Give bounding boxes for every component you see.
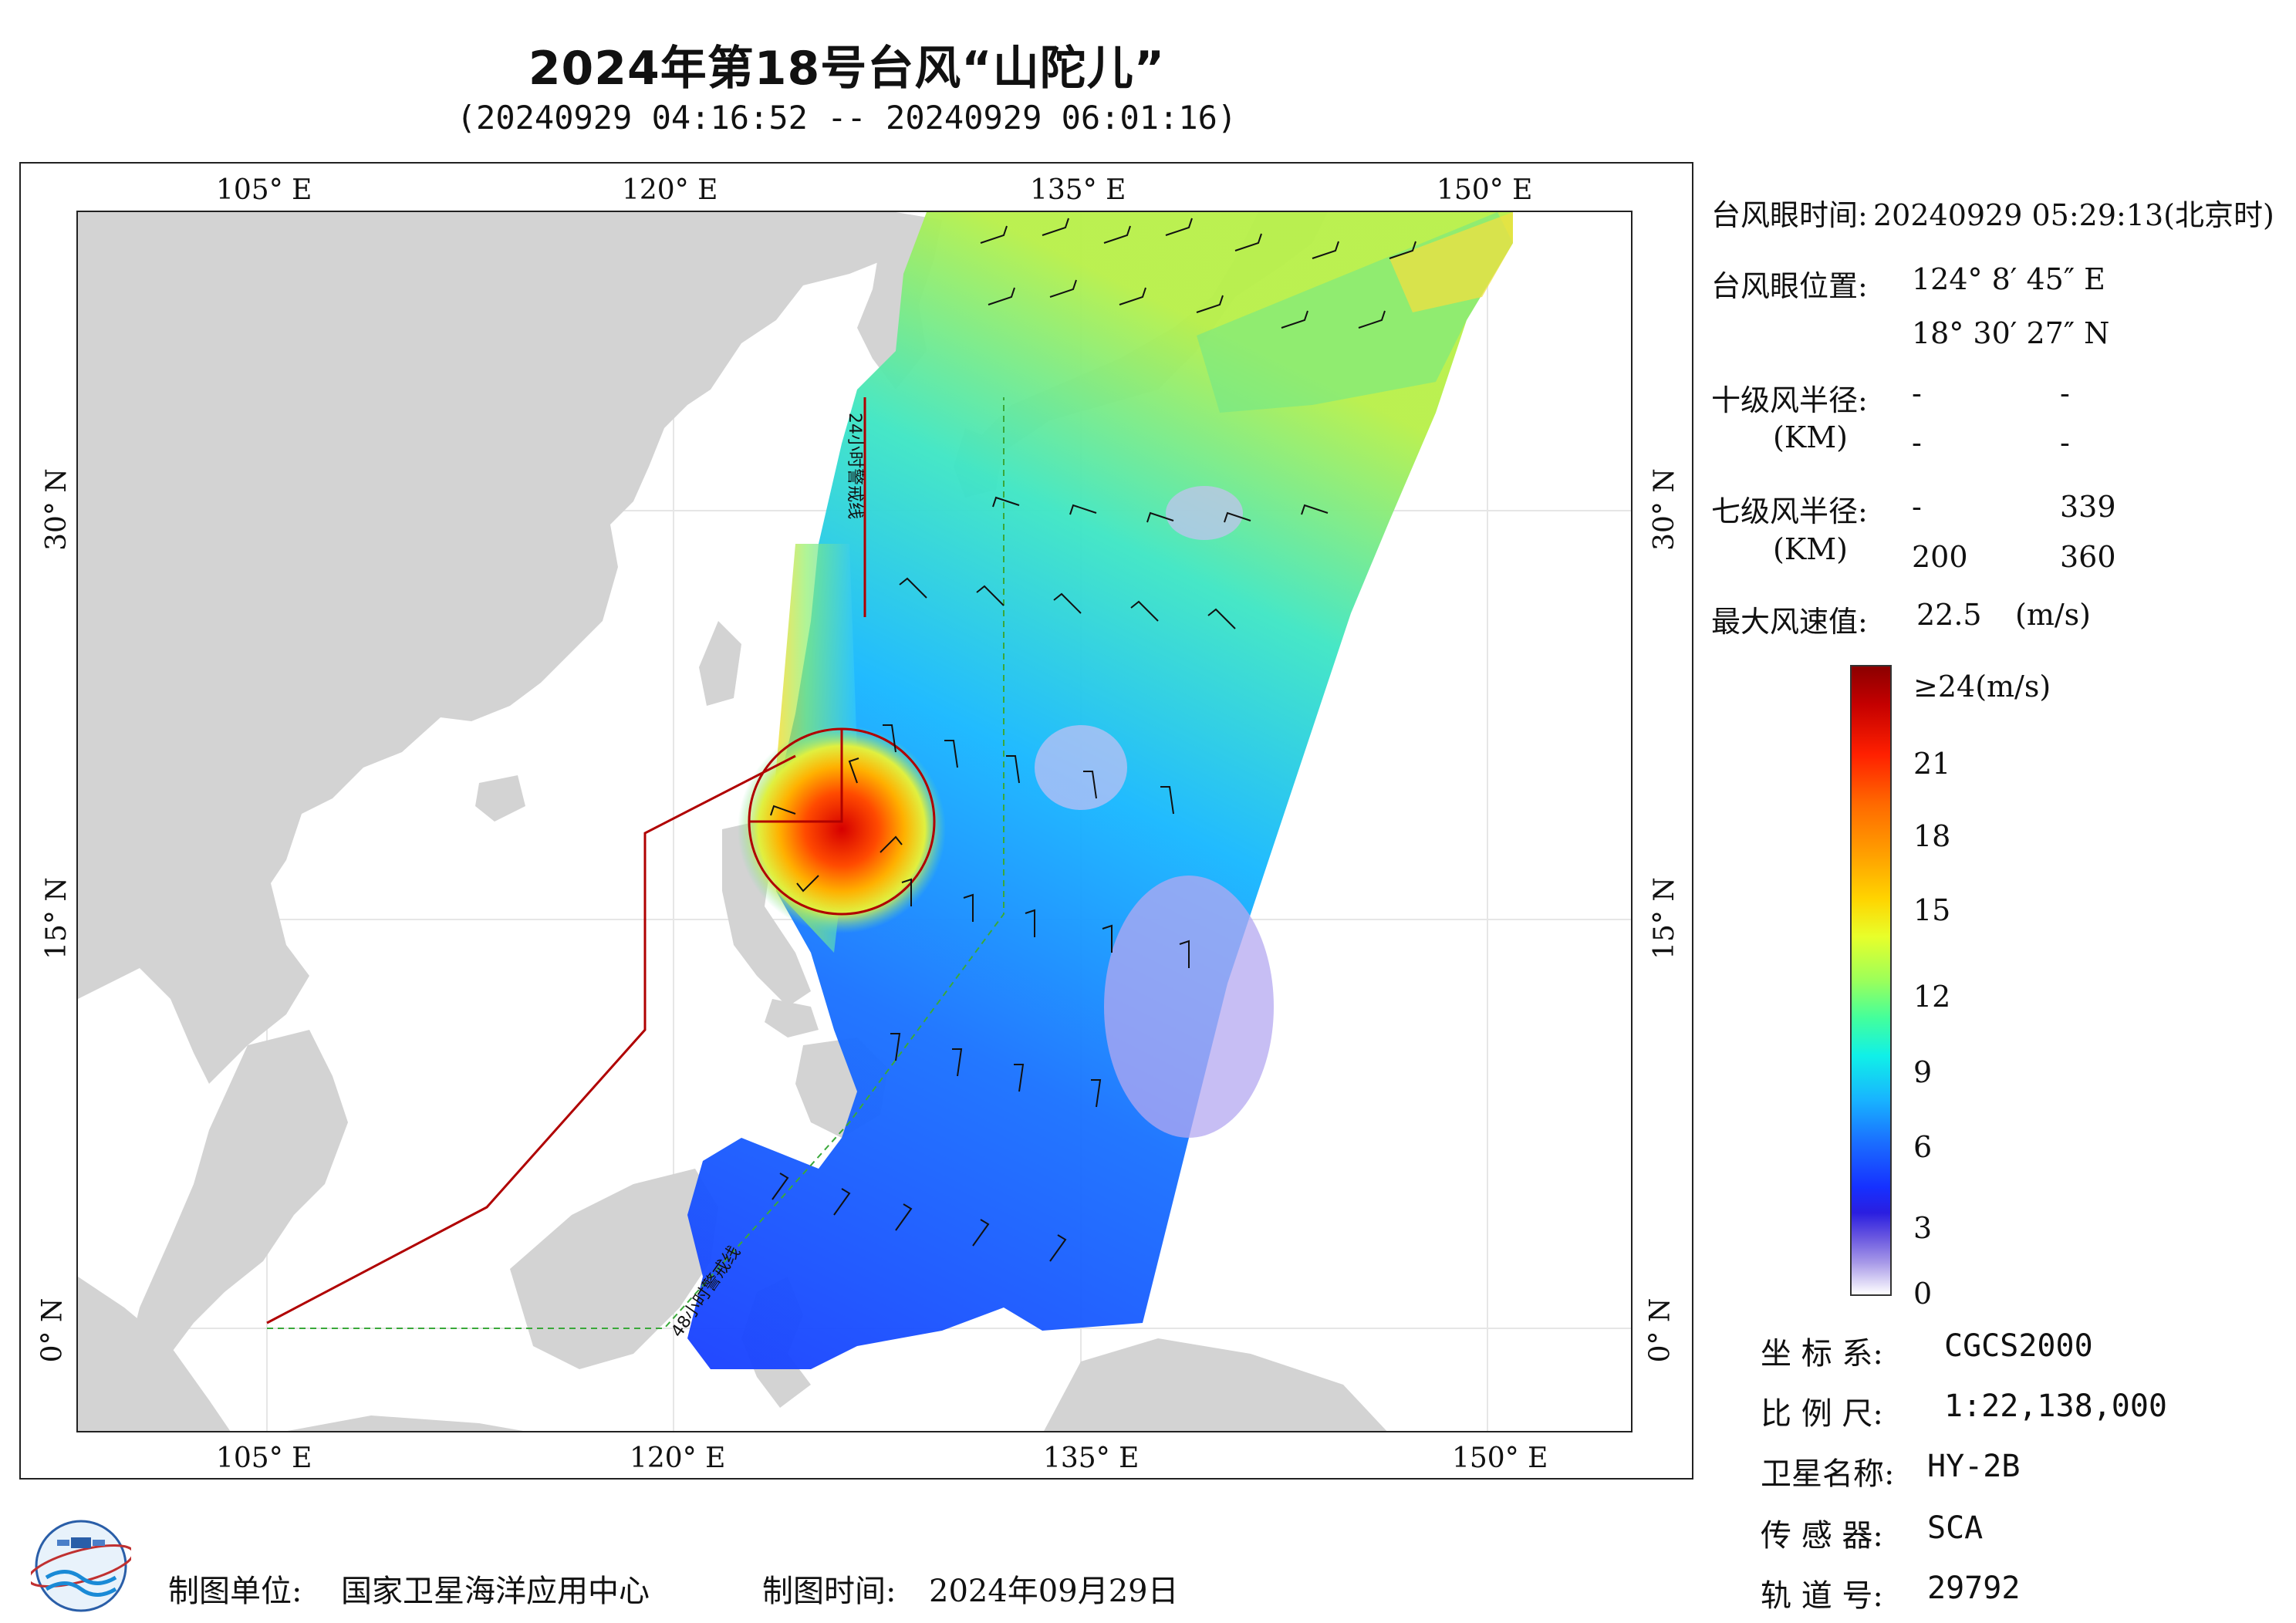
land-new-guinea [1044, 1338, 1387, 1431]
colorbar-label-6: 6 [1913, 1130, 1933, 1164]
land-mainland [78, 212, 896, 1084]
r7-value-4: 360 [2060, 540, 2116, 574]
colorbar-label-18: 18 [1913, 819, 1951, 853]
producer-label: 制图单位: [168, 1574, 302, 1609]
lon-tick-top-120: 120° E [622, 174, 718, 206]
land-luzon [722, 822, 811, 1007]
lat-tick-left-0: 0° N [36, 1297, 69, 1363]
wind-swath-ne-yellow [1389, 212, 1513, 312]
eye-position-lon: 124° 8′ 45″ E [1912, 262, 2105, 296]
land-sumatra [78, 1277, 231, 1431]
r10-value-4: - [2060, 426, 2070, 460]
colorbar-label-15: 15 [1913, 893, 1951, 927]
max-wind-unit: (m/s) [2015, 598, 2091, 632]
lat-tick-right-0: 0° N [1644, 1297, 1676, 1363]
production-date-label: 制图时间: [762, 1574, 896, 1609]
lon-tick-top-135: 135° E [1030, 174, 1126, 206]
nsoas-logo-icon [31, 1520, 131, 1612]
colorbar-label-3: 3 [1913, 1211, 1933, 1245]
eye-time-value: 20240929 05:29:13(北京时) [1873, 198, 2274, 232]
lon-tick-bottom-120: 120° E [630, 1442, 726, 1474]
max-wind-label: 最大风速值: [1711, 605, 1868, 639]
production-date-value: 2024年09月29日 [929, 1574, 1179, 1609]
orbit-label: 轨 道 号: [1761, 1578, 1883, 1614]
eye-time-label: 台风眼时间: [1711, 198, 1868, 232]
calm-patch-2 [1035, 725, 1127, 810]
green-boundary-line [267, 397, 1004, 1329]
lat-tick-right-15: 15° N [1648, 877, 1680, 960]
lat-tick-left-30: 30° N [40, 468, 73, 551]
r10-value-3: - [1912, 426, 1922, 460]
max-wind-value: 22.5 [1916, 598, 1982, 632]
lat-tick-right-30: 30° N [1648, 468, 1680, 551]
warning-line-48h [266, 754, 796, 1324]
map-outer-frame [19, 162, 1693, 1480]
map-panel: 24小时警戒线 48小时警戒线 [76, 211, 1633, 1432]
r10-label: 十级风半径: [1711, 383, 1868, 417]
r10-value-2: - [2060, 376, 2070, 410]
r7-value-2: 339 [2060, 490, 2116, 524]
lon-tick-top-105: 105° E [216, 174, 312, 206]
lon-tick-bottom-105: 105° E [216, 1442, 312, 1474]
warning-line-24h-label: 24小时警戒线 [845, 413, 864, 519]
lon-tick-top-150: 150° E [1437, 174, 1533, 206]
map-svg: 24小时警戒线 48小时警戒线 [78, 212, 1631, 1431]
colorbar-label-21: 21 [1913, 747, 1951, 781]
colorbar-label-0: 0 [1913, 1277, 1933, 1311]
land-indochina [124, 1030, 348, 1392]
land-java [287, 1415, 524, 1431]
wind-barbs [770, 218, 1416, 1262]
r7-value-1: - [1912, 490, 1922, 524]
land-taiwan [699, 621, 741, 706]
map-title: 2024年第18号台风“山陀儿” [528, 42, 1166, 96]
calm-patch-3 [1166, 486, 1243, 540]
wind-speed-colorbar [1850, 665, 1892, 1296]
r7-value-3: 200 [1912, 540, 1968, 574]
satellite-label: 卫星名称: [1761, 1456, 1895, 1492]
eye-position-label: 台风眼位置: [1711, 269, 1868, 303]
r10-value-1: - [1912, 376, 1922, 410]
land-borneo [510, 1169, 718, 1369]
r7-unit: (KM) [1773, 532, 1848, 566]
typhoon-radius-sector [749, 729, 843, 823]
coord-system-value: CGCS2000 [1944, 1328, 2093, 1364]
colorbar-label-12: 12 [1913, 980, 1951, 1014]
lon-tick-bottom-135: 135° E [1043, 1442, 1140, 1474]
r7-label: 七级风半径: [1711, 494, 1868, 528]
scale-label: 比 例 尺: [1761, 1396, 1883, 1432]
coord-system-label: 坐 标 系: [1761, 1336, 1883, 1372]
land-visayas [765, 999, 819, 1038]
colorbar-label-24: ≥24(m/s) [1913, 670, 2051, 704]
orbit-value: 29792 [1927, 1571, 2021, 1606]
eye-position-lat: 18° 30′ 27″ N [1912, 316, 2110, 350]
scale-value: 1:22,138,000 [1944, 1388, 2167, 1424]
sensor-label: 传 感 器: [1761, 1518, 1883, 1554]
r10-unit: (KM) [1773, 420, 1848, 454]
satellite-value: HY-2B [1927, 1449, 2021, 1484]
typhoon-core [738, 725, 946, 933]
producer-value: 国家卫星海洋应用中心 [341, 1574, 650, 1609]
calm-patch-1 [1104, 876, 1274, 1138]
land-hainan [475, 775, 525, 822]
lat-tick-left-15: 15° N [40, 877, 73, 960]
sensor-value: SCA [1927, 1510, 1984, 1546]
lon-tick-bottom-150: 150° E [1452, 1442, 1548, 1474]
time-range-subtitle: (20240929 04:16:52 -- 20240929 06:01:16) [456, 99, 1237, 137]
colorbar-label-9: 9 [1913, 1055, 1933, 1089]
